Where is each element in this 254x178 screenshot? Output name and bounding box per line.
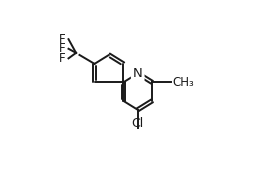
Text: N: N — [133, 67, 142, 80]
Text: F: F — [58, 42, 65, 55]
Text: Cl: Cl — [132, 117, 144, 130]
Text: F: F — [58, 52, 65, 65]
Text: F: F — [58, 33, 65, 46]
Text: CH₃: CH₃ — [173, 76, 194, 89]
